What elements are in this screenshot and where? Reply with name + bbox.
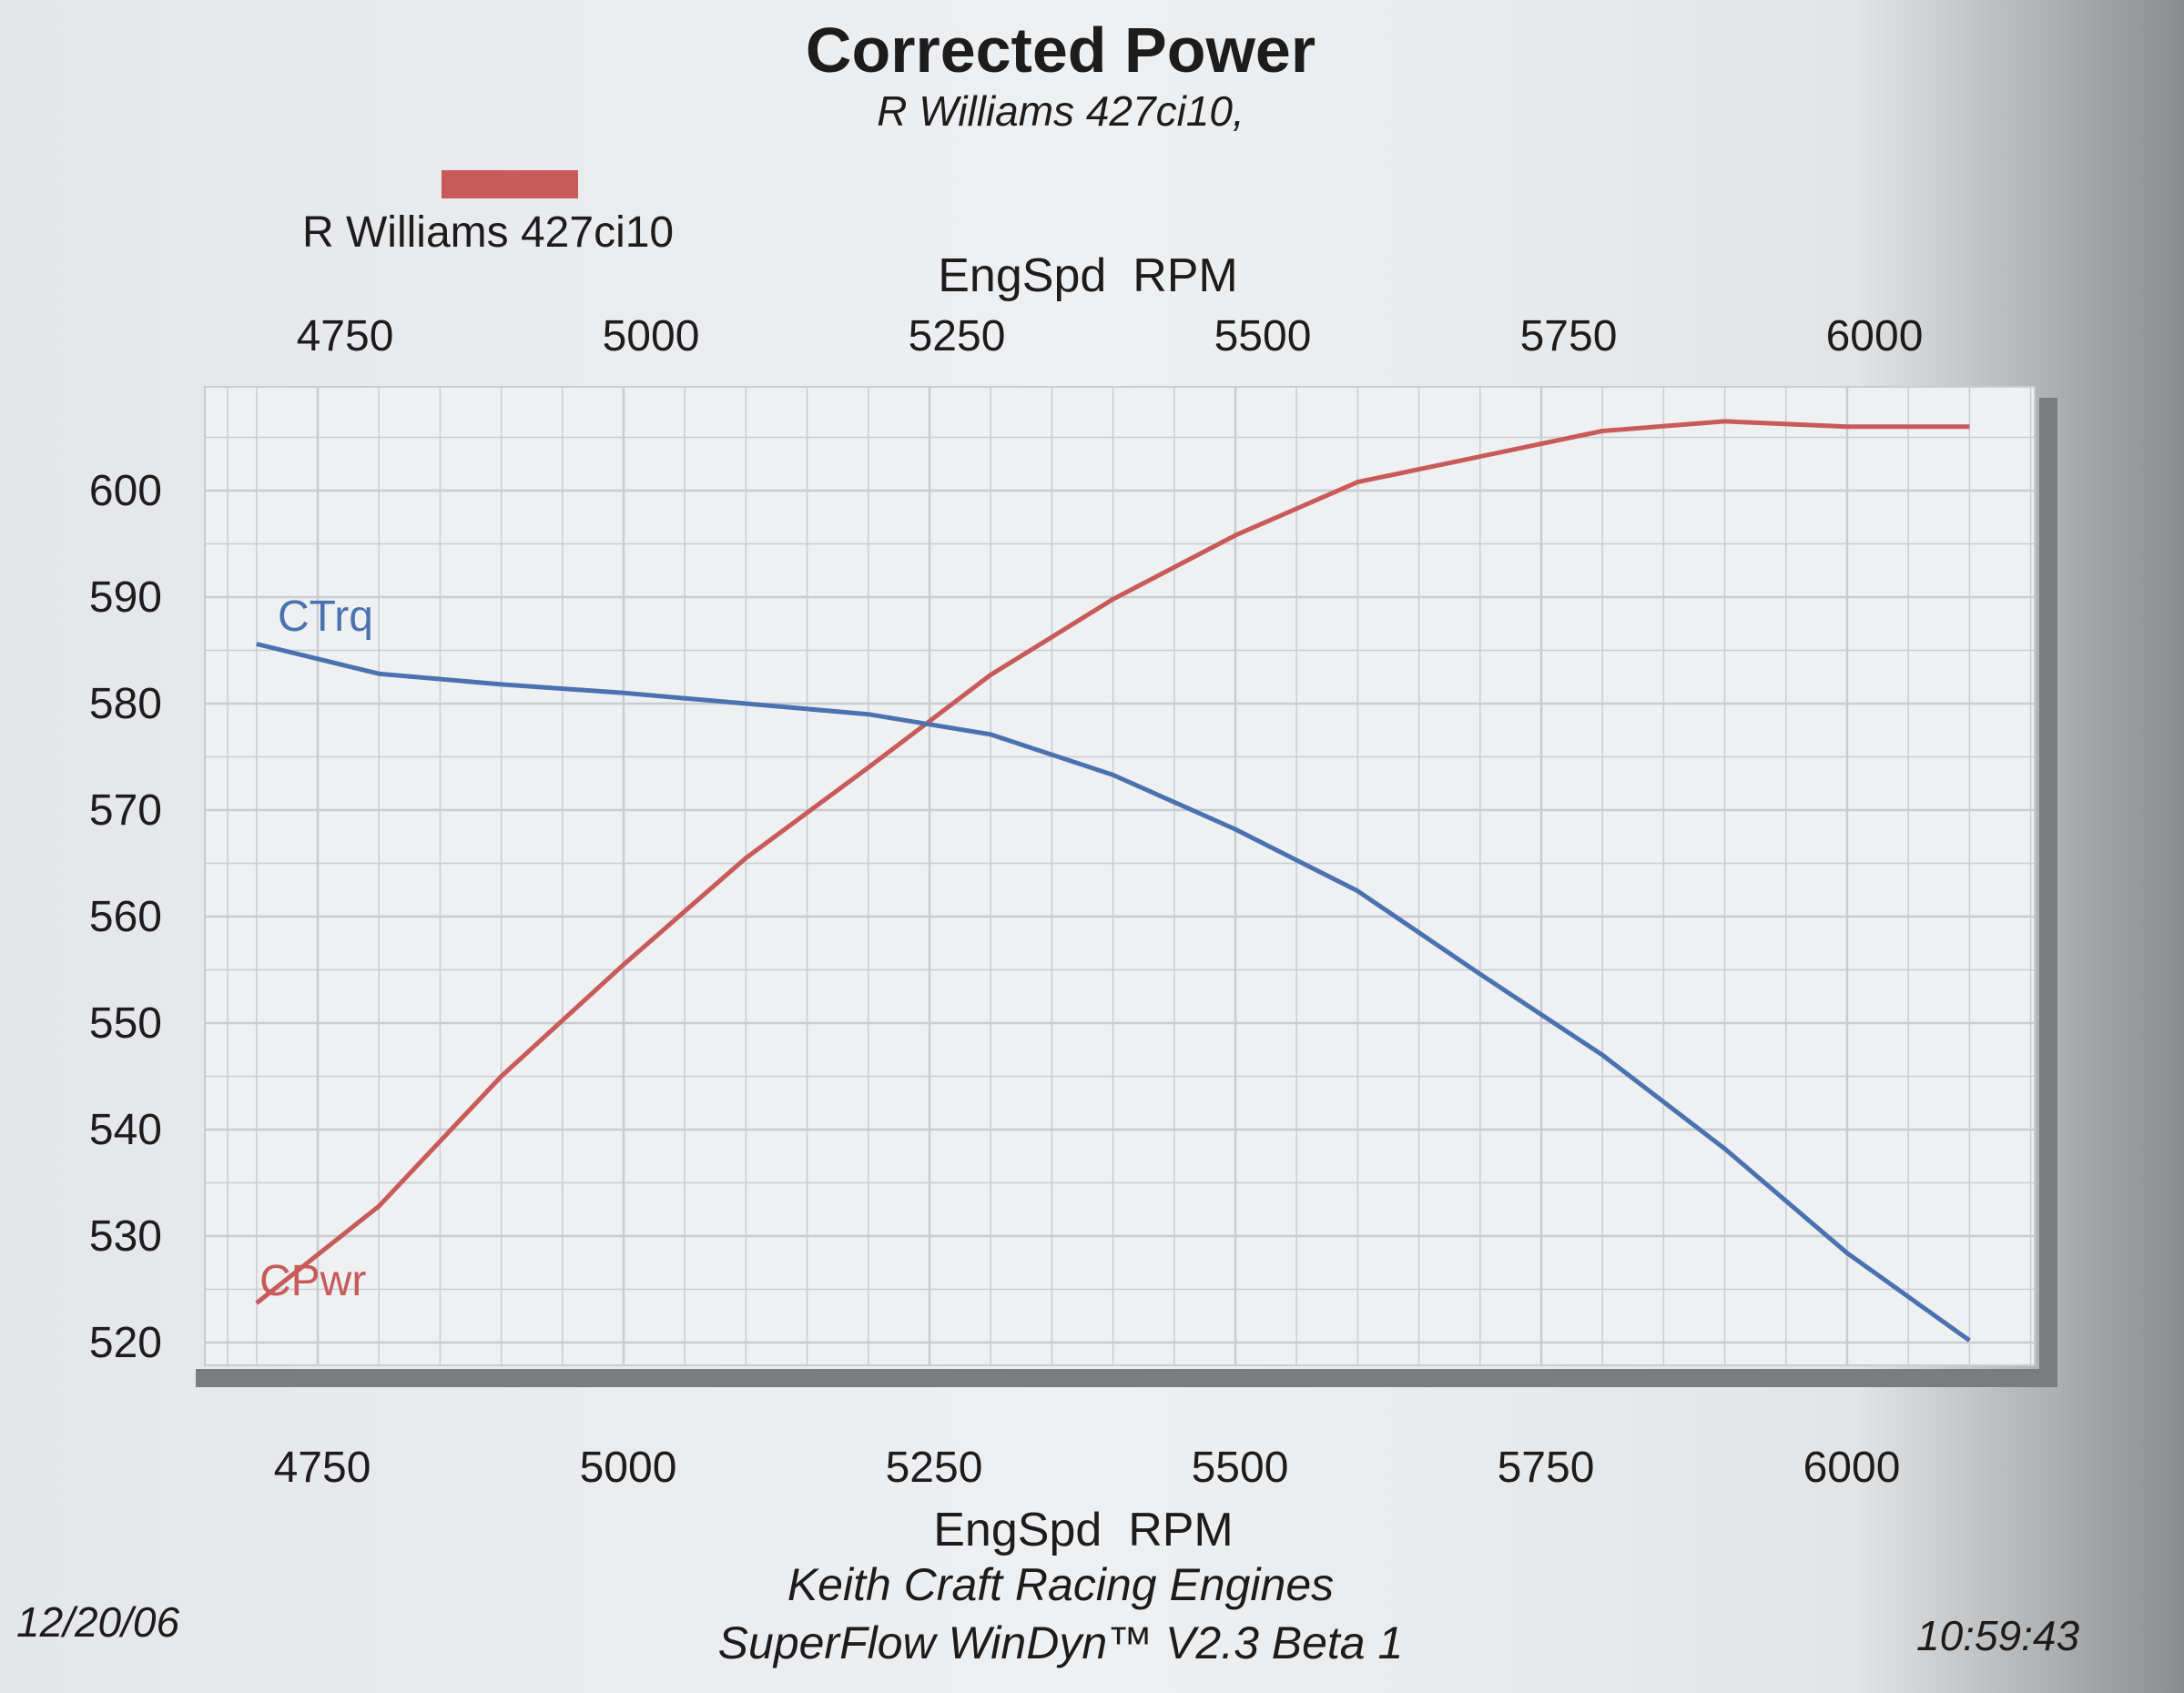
x-tick-label-bottom: 6000 <box>1803 1444 1901 1492</box>
y-tick-label: 520 <box>89 1319 162 1367</box>
y-tick-label: 580 <box>89 680 162 728</box>
legend-swatch <box>442 170 578 198</box>
x-tick-label-bottom: 5500 <box>1192 1444 1289 1492</box>
x-axis-title-top: EngSpd RPM <box>938 249 1238 302</box>
chart-title: Corrected Power <box>805 15 1316 86</box>
y-tick-label: 550 <box>89 999 162 1048</box>
footer-time: 10:59:43 <box>1916 1612 2080 1659</box>
footer-date: 12/20/06 <box>16 1598 180 1646</box>
footer-company: Keith Craft Racing Engines <box>787 1559 1335 1610</box>
plot-shadow-bottom <box>196 1369 2057 1387</box>
x-tick-label-bottom: 5750 <box>1498 1444 1595 1492</box>
y-tick-label: 600 <box>89 467 162 515</box>
x-tick-label-bottom: 5250 <box>886 1444 983 1492</box>
y-tick-label: 540 <box>89 1106 162 1154</box>
y-tick-label: 590 <box>89 573 162 622</box>
x-tick-label-bottom: 4750 <box>274 1444 371 1492</box>
power-curve <box>255 419 1970 1305</box>
chart-subtitle: R Williams 427ci10, <box>877 87 1244 135</box>
x-tick-label-top: 6000 <box>1826 312 1924 360</box>
x-axis-title-bottom: EngSpd RPM <box>933 1504 1234 1556</box>
y-tick-label: 530 <box>89 1212 162 1261</box>
legend-label: R Williams 427ci10 <box>302 208 675 257</box>
x-tick-label-top: 5500 <box>1214 312 1312 360</box>
x-tick-label-top: 5750 <box>1520 312 1618 360</box>
y-tick-label: 560 <box>89 893 162 941</box>
plot-area <box>204 386 2036 1366</box>
x-tick-label-top: 5000 <box>603 312 700 360</box>
x-tick-label-top: 4750 <box>297 312 394 360</box>
y-tick-label: 570 <box>89 786 162 835</box>
x-tick-label-top: 5250 <box>909 312 1006 360</box>
x-tick-label-bottom: 5000 <box>580 1444 677 1492</box>
torque-curve <box>256 642 1971 1343</box>
footer-software: SuperFlow WinDyn™ V2.3 Beta 1 <box>717 1617 1404 1668</box>
plot-shadow-right <box>2039 398 2057 1378</box>
power-curve-label: CPwr <box>259 1257 366 1305</box>
torque-curve-label: CTrq <box>278 593 373 641</box>
